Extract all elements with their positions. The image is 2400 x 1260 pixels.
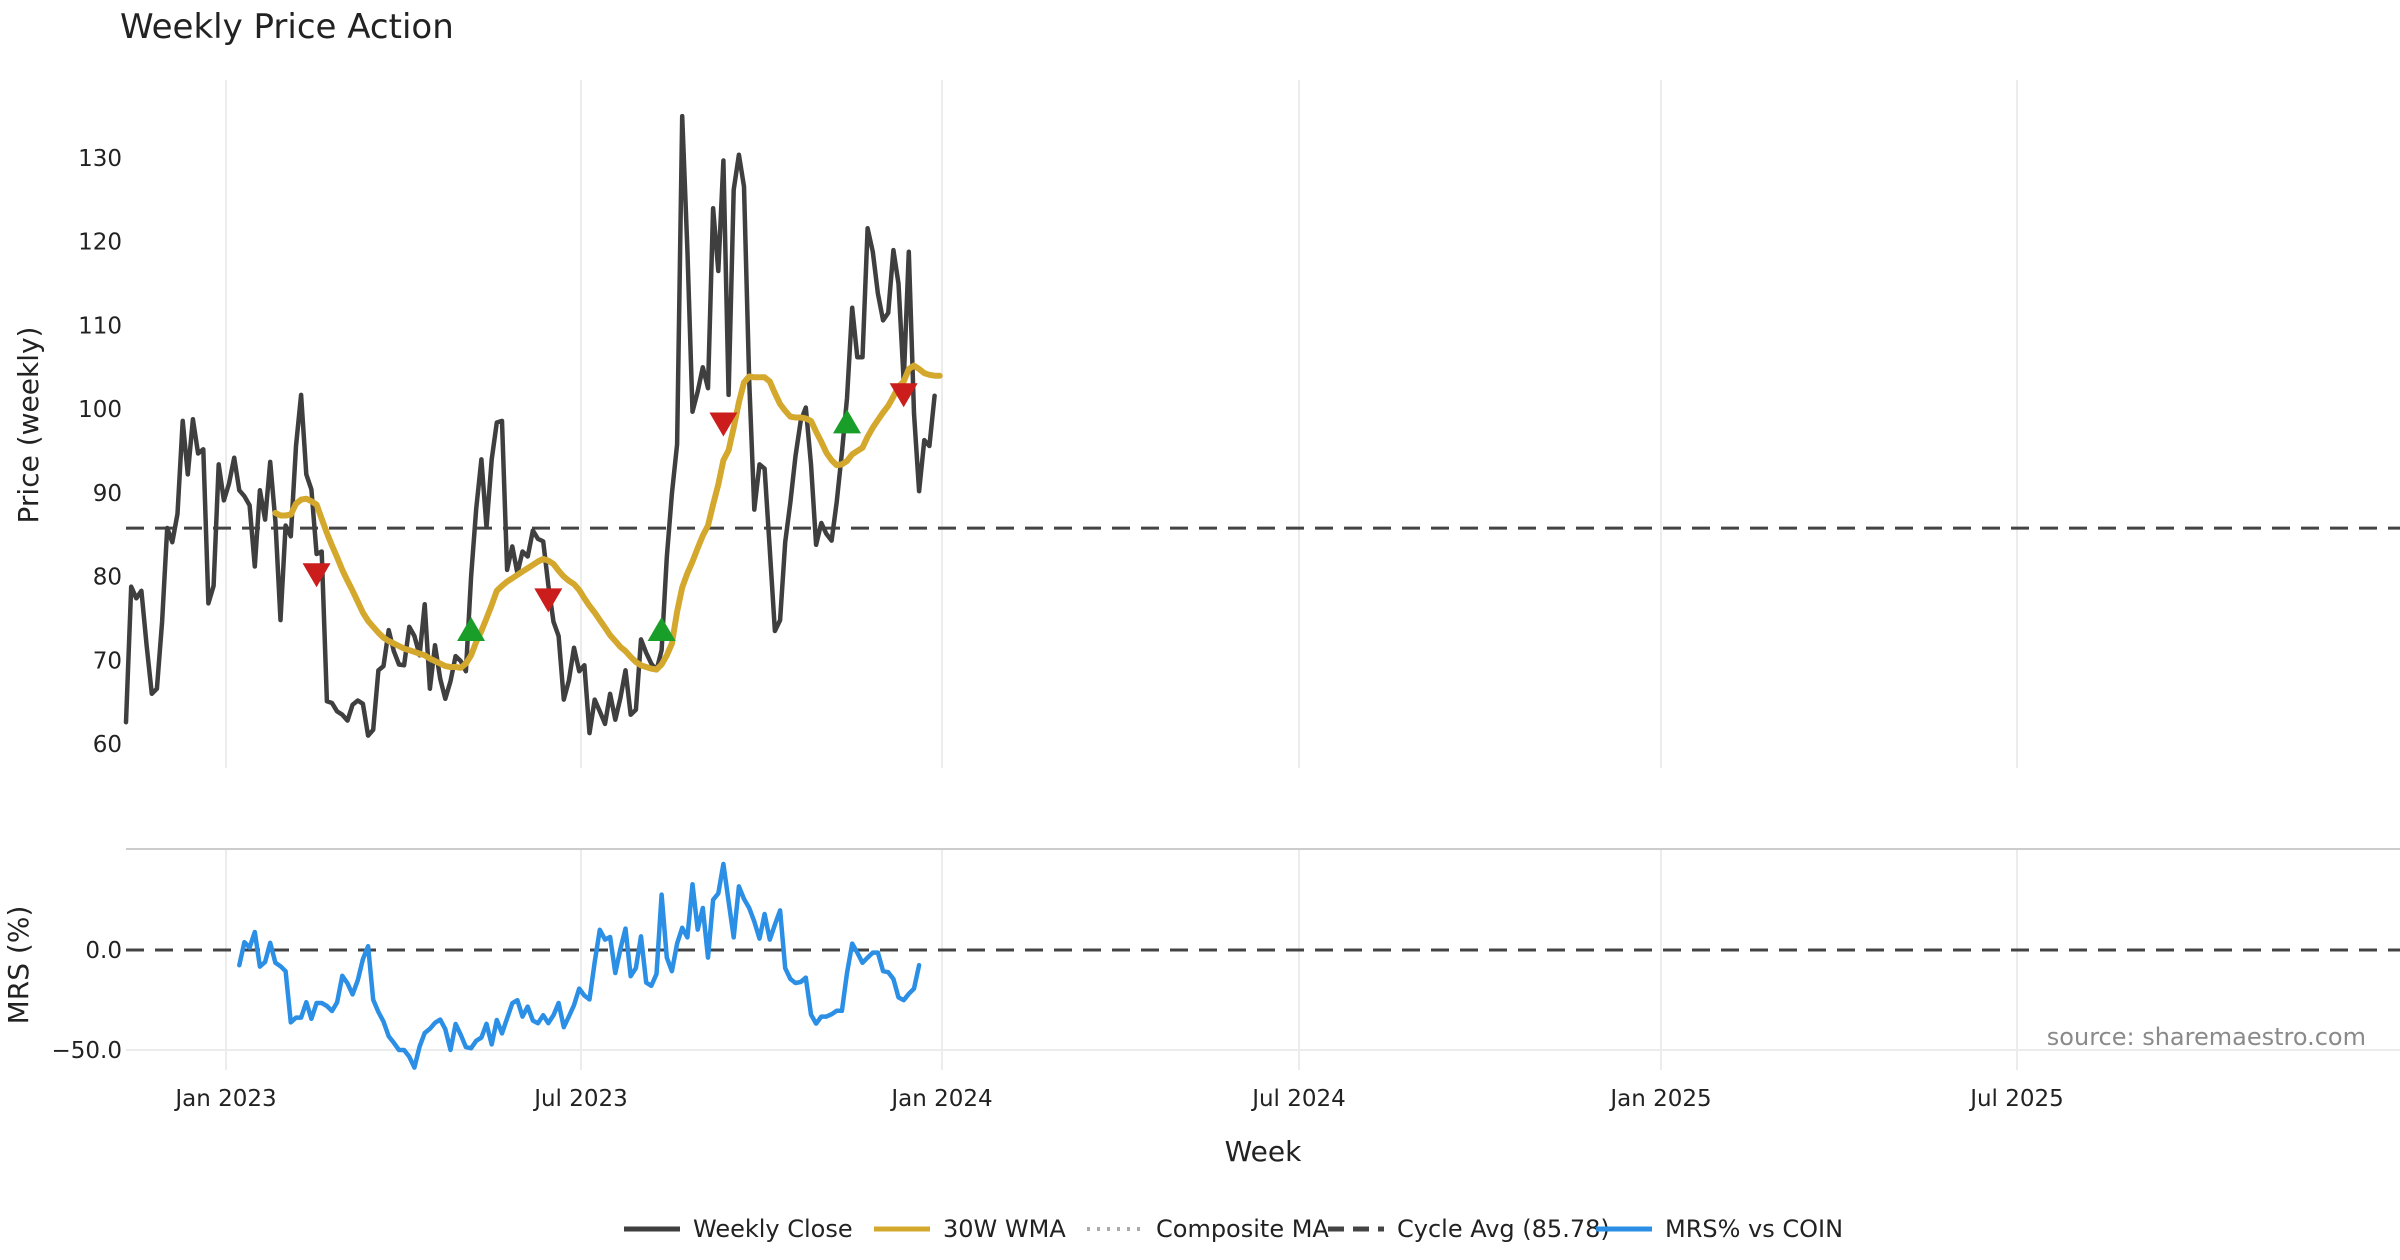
x-axis-ticks: Jan 2023 Jul 2023 Jan 2024 Jul 2024 Jan 2025… — [173, 1086, 2063, 1112]
x-tick-label: Jan 2024 — [889, 1086, 992, 1112]
x-tick-label: Jan 2025 — [1608, 1086, 1711, 1112]
sell-signal-marker — [534, 588, 563, 613]
wma-30w-line — [272, 362, 943, 673]
mrs-panel: 0.0 −50.0 — [52, 861, 2400, 1070]
y-tick-label-mrs: −50.0 — [52, 1038, 122, 1064]
y-axis-label-mrs: MRS (%) — [2, 906, 35, 1025]
mrs-line — [237, 861, 922, 1070]
buy-signal-marker — [833, 409, 861, 434]
y-tick-label-price: 80 — [93, 565, 122, 591]
buy-signal-marker — [647, 616, 676, 641]
price-panel: 60 70 80 90 100 110 120 130 — [78, 113, 2400, 758]
weekly-close-line — [123, 113, 937, 738]
y-tick-label-price: 70 — [93, 648, 122, 674]
x-tick-label: Jan 2023 — [173, 1086, 276, 1112]
grid — [126, 80, 2400, 1070]
y-tick-label-price: 120 — [78, 230, 122, 256]
y-tick-label-price: 60 — [93, 732, 122, 758]
sell-signal-marker — [889, 383, 918, 408]
legend-item-label: Composite MA — [1156, 1215, 1329, 1243]
y-tick-label-price: 130 — [78, 146, 122, 172]
y-tick-label-price: 100 — [78, 397, 122, 423]
source-note: source: sharemaestro.com — [2047, 1023, 2366, 1051]
y-axis-label-price: Price (weekly) — [12, 327, 45, 524]
legend-item-label: 30W WMA — [943, 1215, 1066, 1243]
buy-signal-marker — [457, 616, 486, 641]
legend-item-label: Cycle Avg (85.78) — [1397, 1215, 1610, 1243]
sell-signal-marker — [709, 412, 738, 437]
sell-signal-marker — [302, 563, 331, 588]
x-axis-label: Week — [1225, 1135, 1302, 1168]
chart-title: Weekly Price Action — [120, 7, 454, 47]
y-tick-label-price: 110 — [78, 313, 122, 339]
legend-item-label: Weekly Close — [693, 1215, 853, 1243]
y-tick-label-price: 90 — [93, 481, 122, 507]
legend-item-label: MRS% vs COIN — [1665, 1215, 1843, 1243]
x-tick-label: Jul 2024 — [1250, 1086, 1346, 1112]
x-tick-label: Jul 2025 — [1968, 1086, 2064, 1112]
legend: Weekly Close 30W WMA Composite MA Cycle Avg… — [624, 1215, 1843, 1243]
x-tick-label: Jul 2023 — [532, 1086, 628, 1112]
y-tick-label-mrs: 0.0 — [85, 938, 122, 964]
